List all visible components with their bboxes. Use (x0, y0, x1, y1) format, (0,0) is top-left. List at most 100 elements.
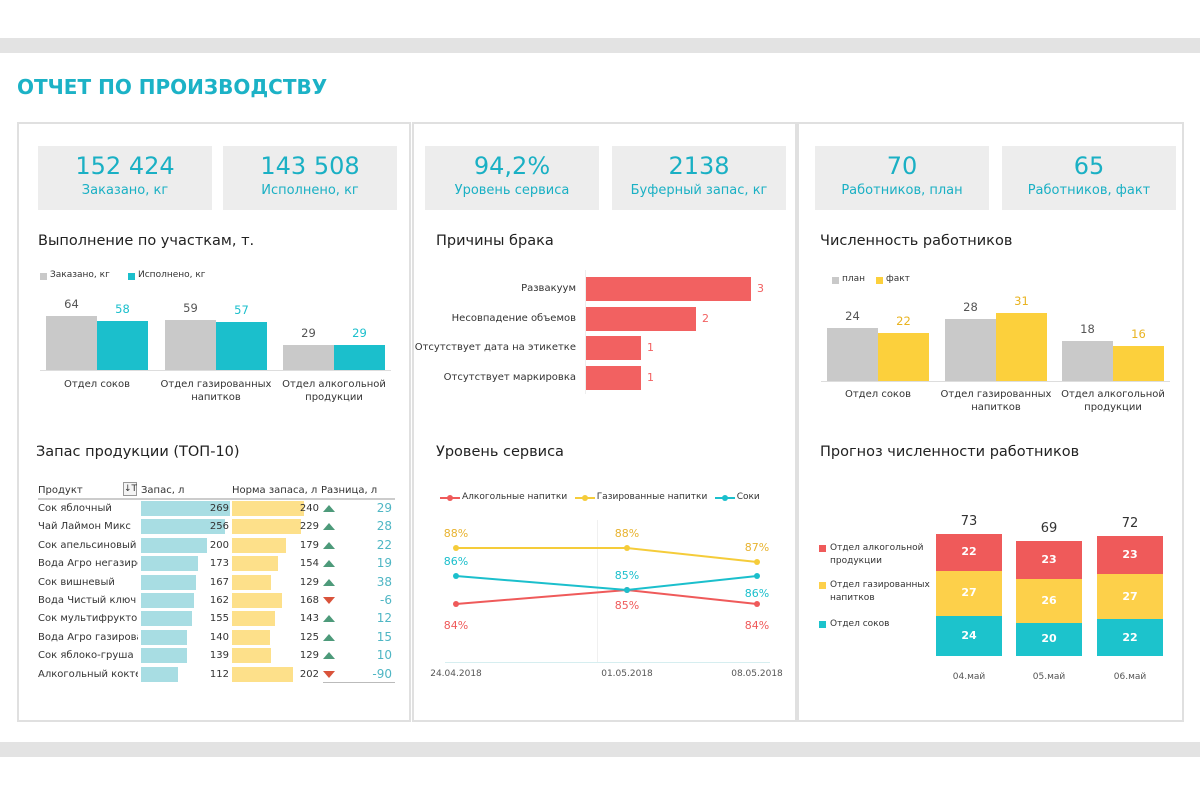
kpi-card: 143 508 Исполнено, кг (223, 146, 397, 210)
data-label: 24 (845, 309, 860, 324)
arrow-down-icon (323, 670, 335, 678)
stock-value: 139 (209, 650, 229, 662)
bar (586, 307, 696, 331)
column-header: Продукт (38, 485, 83, 496)
x-axis (821, 381, 1170, 382)
header-divider (38, 498, 395, 500)
norm-bar (232, 666, 293, 682)
arrow-up-icon (323, 560, 335, 568)
filter-button[interactable]: ↓T (123, 482, 138, 496)
legend-label: Отдел соков (830, 619, 890, 629)
stock-bar (141, 593, 195, 608)
y-axis (585, 270, 586, 394)
bottom-band (0, 742, 1200, 757)
gridline (597, 520, 598, 662)
bar (1062, 341, 1113, 381)
product-name: Вода Агро газирова (38, 631, 138, 643)
data-label: 88% (614, 527, 640, 540)
total-label: 73 (960, 514, 978, 530)
segment-label: 23 (1122, 547, 1138, 561)
data-point (624, 587, 630, 593)
stock-bar (141, 537, 207, 553)
bar (996, 312, 1047, 381)
legend-swatch (819, 545, 826, 552)
x-tick-label: 24.04.2018 (430, 669, 482, 679)
legend-swatch (832, 277, 839, 284)
data-label: 85% (614, 569, 640, 582)
data-label: 84% (744, 619, 770, 632)
stock-value: 256 (209, 521, 229, 533)
product-name: Сок вишневый (38, 576, 115, 588)
product-name: Сок мультифруктові (38, 613, 138, 625)
segment-label: 26 (1041, 593, 1057, 607)
legend-marker (721, 495, 728, 501)
stock-bar (141, 519, 226, 535)
data-point (453, 573, 459, 579)
kpi-value: 94,2% (473, 152, 551, 180)
difference-value: -90 (372, 666, 392, 681)
product-name: Вода Агро негазиро (38, 558, 138, 570)
bar (827, 328, 878, 381)
norm-value: 129 (299, 576, 319, 588)
stock-bar (141, 574, 197, 590)
data-label: 59 (183, 300, 198, 315)
product-name: Чай Лаймон Микс (38, 521, 131, 533)
arrow-up-icon (323, 523, 335, 531)
arrow-up-icon (323, 633, 335, 641)
segment-label: 27 (1122, 589, 1138, 603)
column-header: Норма запаса, л (232, 485, 318, 496)
bar (97, 320, 148, 370)
chart-title: Численность работников (820, 233, 1013, 249)
stock-value: 155 (209, 613, 229, 625)
legend-marker (447, 495, 453, 501)
kpi-value: 2138 (668, 152, 730, 180)
norm-value: 179 (299, 539, 319, 551)
norm-value: 240 (299, 503, 319, 514)
norm-value: 125 (299, 631, 319, 643)
difference-value: 19 (376, 556, 392, 571)
stock-bar (141, 611, 193, 627)
norm-bar (232, 501, 304, 516)
data-label: 29 (301, 326, 316, 341)
segment-label: 20 (1041, 632, 1057, 646)
product-name: Вода Чистый ключ н (38, 595, 138, 606)
legend-swatch (819, 621, 826, 628)
segment-label: 27 (961, 586, 977, 600)
stacked-bar-segment (1016, 622, 1082, 656)
kpi-label: Заказано, кг (81, 183, 169, 198)
kpi-card: 94,2% Уровень сервиса (425, 146, 599, 210)
norm-bar (232, 629, 270, 645)
x-axis (40, 370, 391, 371)
segment-label: 22 (961, 545, 977, 559)
stacked-bar-segment (936, 570, 1002, 616)
stacked-bar-segment (1097, 619, 1163, 656)
category-label: Отдел соков (63, 379, 130, 390)
category-label: Отдел газированных напитков (940, 389, 1052, 413)
difference-value: 38 (376, 574, 392, 589)
data-label: 87% (744, 541, 770, 554)
stacked-bar-segment (1016, 579, 1082, 623)
arrow-up-icon (323, 578, 335, 586)
x-tick-label: 08.05.2018 (731, 669, 783, 679)
difference-value: 28 (376, 519, 392, 534)
stock-value: 173 (209, 558, 229, 570)
panel-quality (412, 122, 797, 722)
stock-value: 167 (209, 576, 229, 588)
x-tick-label: 05.май (1032, 672, 1066, 682)
bar (586, 366, 641, 390)
stock-bar (141, 648, 187, 664)
legend-label: Заказано, кг (50, 270, 110, 280)
norm-bar (232, 574, 271, 590)
kpi-label: Работников, факт (1027, 183, 1151, 198)
total-label: 69 (1040, 520, 1058, 536)
data-label: 1 (647, 341, 654, 354)
data-label: 88% (443, 527, 469, 540)
data-label: 85% (614, 599, 640, 612)
kpi-card: 2138 Буферный запас, кг (612, 146, 786, 210)
bar (1113, 345, 1164, 381)
arrow-up-icon (323, 505, 335, 512)
data-label: 1 (647, 371, 654, 384)
kpi-label: Буферный запас, кг (630, 183, 768, 198)
norm-bar (232, 593, 283, 608)
kpi-label: Уровень сервиса (454, 183, 570, 198)
